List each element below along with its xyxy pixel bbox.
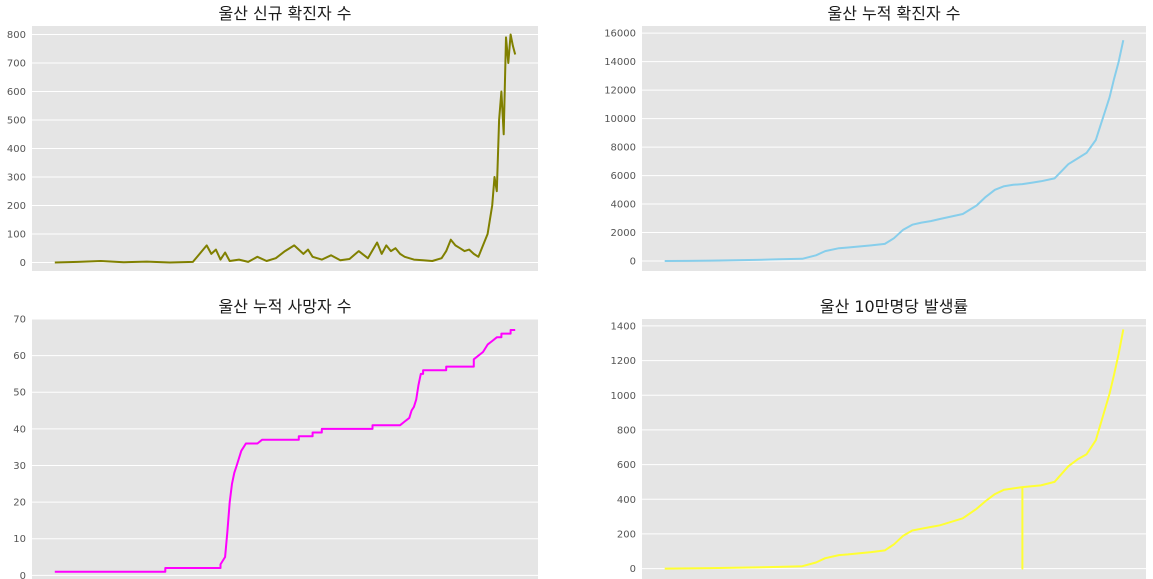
series-line [664, 39, 1125, 262]
y-tick-label: 30 [13, 461, 26, 472]
chart-svg: 0 200 400 600 800 1000 1200 1400 울산 10만명당 발생률 [611, 297, 1146, 579]
chart-title: 울산 누적 사망자 수 [218, 297, 351, 316]
y-tick-label: 600 [617, 460, 636, 471]
chart-svg: 0 100 200 300 400 500 600 700 800 울산 신규 확진자 수 [7, 4, 538, 271]
plot-background [32, 319, 538, 579]
y-tick-label: 50 [13, 388, 26, 399]
y-tick-label: 600 [7, 87, 26, 98]
y-tick-label: 700 [7, 59, 26, 70]
y-tick-label: 0 [20, 571, 26, 579]
y-tick-label: 40 [13, 424, 26, 435]
y-tick-label: 200 [7, 201, 26, 212]
y-tick-label: 8000 [611, 143, 636, 154]
chart-title: 울산 10만명당 발생률 [820, 297, 968, 316]
y-tick-label: 200 [617, 529, 636, 540]
y-tick-label: 16000 [604, 29, 636, 40]
y-tick-label: 4000 [611, 200, 636, 211]
chart-title: 울산 누적 확진자 수 [827, 4, 960, 23]
y-tick-label: 70 [13, 315, 26, 326]
y-tick-label: 6000 [611, 171, 636, 182]
y-tick-label: 0 [20, 258, 26, 269]
series-line [54, 329, 516, 573]
y-tick-label: 1000 [611, 391, 636, 402]
y-tick-label: 10 [13, 534, 26, 545]
series-line [54, 33, 517, 264]
y-tick-label: 0 [630, 564, 636, 575]
y-tick-label: 2000 [611, 228, 636, 239]
chart-panel-new-cases: 0 100 200 300 400 500 600 700 800 울산 신규 확진자 수 [0, 0, 560, 280]
y-tick-label: 14000 [604, 57, 636, 68]
series-line [664, 329, 1125, 570]
plot-background [642, 26, 1146, 271]
y-tick-label: 20 [13, 498, 26, 509]
y-tick-label: 400 [7, 144, 26, 155]
chart-svg: 0 2000 4000 6000 8000 10000 12000 14000 16000 울산 … [604, 4, 1146, 271]
chart-panel-cumulative-cases: 0 2000 4000 6000 8000 10000 12000 14000 16000 울산 … [580, 0, 1153, 280]
y-tick-label: 12000 [604, 86, 636, 97]
y-tick-label: 800 [617, 425, 636, 436]
y-tick-label: 300 [7, 172, 26, 183]
chart-panel-incidence-per-100k: 0 200 400 600 800 1000 1200 1400 울산 10만명당 발생률 [580, 296, 1153, 579]
chart-title: 울산 신규 확진자 수 [218, 4, 351, 23]
y-tick-label: 1200 [611, 356, 636, 367]
y-tick-label: 60 [13, 351, 26, 362]
y-tick-label: 800 [7, 30, 26, 41]
y-tick-label: 0 [630, 257, 636, 268]
chart-svg: 0 10 20 30 40 50 60 70 울산 누적 사망자 수 [13, 297, 538, 579]
y-tick-label: 500 [7, 116, 26, 127]
chart-panel-cumulative-deaths: 0 10 20 30 40 50 60 70 울산 누적 사망자 수 [0, 296, 560, 579]
y-tick-label: 100 [7, 229, 26, 240]
plot-background [642, 319, 1146, 579]
y-tick-label: 400 [617, 495, 636, 506]
y-tick-label: 1400 [611, 321, 636, 332]
y-tick-label: 10000 [604, 114, 636, 125]
